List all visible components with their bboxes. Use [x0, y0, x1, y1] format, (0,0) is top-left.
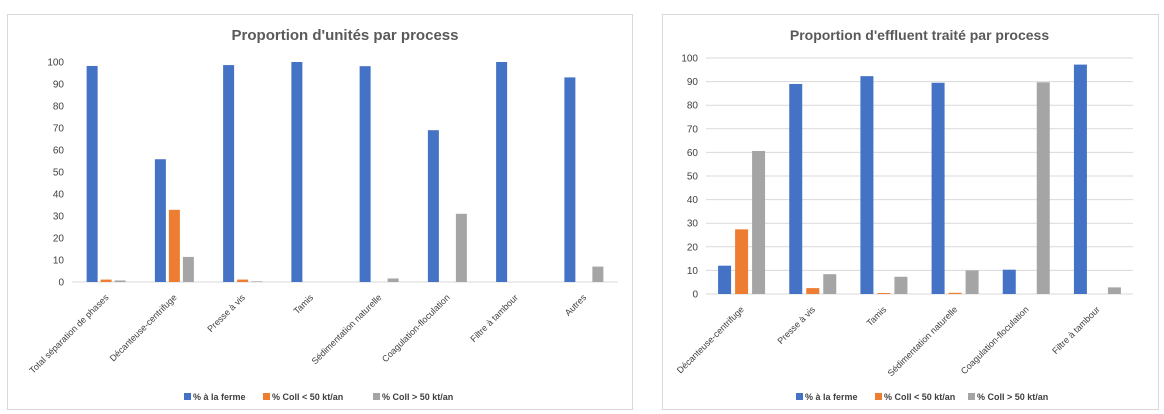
chart2-bar-s3-0	[752, 150, 766, 294]
chart1-legend-swatch-3	[373, 393, 380, 400]
chart1-bar-s2-0	[100, 279, 112, 282]
chart1-bar-s3-1	[182, 256, 194, 282]
chart2-bar-s2-2	[877, 293, 891, 294]
chart2-legend-swatch-3	[968, 393, 975, 400]
chart1-legend-label-1: % à la ferme	[193, 392, 246, 402]
chart2-ytick-1: 10	[687, 266, 699, 277]
chart2-xtick-1: Presse à vis	[775, 304, 817, 346]
chart1-legend-label-2: % Coll < 50 kt/an	[272, 392, 343, 402]
chart1-title: Proportion d'unités par process	[232, 27, 459, 44]
chart1-bar-s1-0	[86, 65, 98, 283]
chart1-bar-s3-7	[592, 266, 604, 282]
chart1-bar-s1-1	[154, 159, 166, 282]
chart2-ytick-5: 50	[687, 172, 699, 183]
chart2-xtick-2: Tamis	[865, 304, 889, 328]
chart2-bar-s3-1	[823, 274, 837, 294]
chart1-bar-s3-5	[455, 213, 467, 282]
chart2-legend-label-3: % Coll > 50 kt/an	[977, 392, 1048, 402]
chart1-xtick-6: Filtre à tambour	[468, 292, 520, 344]
chart1-bar-s1-4	[359, 66, 371, 283]
chart2-bar-s1-5	[1073, 64, 1087, 294]
chart1-ytick-2: 20	[53, 234, 65, 245]
chart1-ytick-7: 70	[53, 124, 65, 135]
chart1-ytick-6: 60	[53, 146, 65, 157]
chart1-bar-s1-2	[223, 65, 235, 282]
chart1-ytick-9: 90	[53, 80, 65, 91]
chart2-ytick-3: 30	[687, 219, 699, 230]
chart1-bar-s1-7	[564, 77, 576, 283]
chart-effluent-by-process: Proportion d'effluent traité par process…	[662, 14, 1159, 410]
chart2-legend-label-1: % à la ferme	[805, 392, 858, 402]
chart-units-svg: Proportion d'unités par process 0 10 20 30 40…	[27, 27, 618, 402]
chart1-ytick-4: 40	[53, 190, 65, 201]
chart2-bar-s1-2	[860, 76, 874, 294]
chart2-bar-s1-3	[931, 82, 945, 294]
chart1-bar-s2-2	[237, 279, 249, 282]
chart1-xtick-0: Total séparation de phases	[27, 292, 110, 375]
chart1-ytick-10: 100	[47, 58, 64, 69]
chart2-ytick-10: 100	[681, 54, 698, 65]
chart1-xtick-7: Autres	[563, 292, 589, 318]
chart2-ytick-4: 40	[687, 195, 699, 206]
chart2-title: Proportion d'effluent traité par process	[790, 27, 1049, 43]
chart1-ytick-3: 30	[53, 212, 65, 223]
chart1-xtick-4: Sédimentation naturelle	[310, 292, 384, 366]
chart2-ytick-9: 90	[687, 77, 699, 88]
chart2-xtick-4: Coagulation-floculation	[959, 304, 1031, 376]
chart2-bar-s3-2	[894, 276, 908, 294]
chart2-bar-s1-0	[718, 265, 732, 294]
chart1-ytick-1: 10	[53, 256, 65, 267]
chart2-bar-s2-1	[806, 288, 820, 294]
chart2-ytick-7: 70	[687, 124, 699, 135]
chart1-legend-swatch-2	[263, 393, 270, 400]
chart1-xtick-1: Décanteuse-centrifuge	[108, 292, 179, 363]
chart1-bar-s1-3	[291, 62, 303, 282]
chart-effluent-svg: Proportion d'effluent traité par process…	[675, 27, 1133, 402]
chart1-ytick-0: 0	[58, 278, 64, 289]
chart1-ytick-8: 80	[53, 102, 65, 113]
chart2-bar-s1-4	[1002, 269, 1016, 294]
chart1-bar-s1-5	[427, 130, 439, 282]
chart1-bar-s1-6	[496, 62, 508, 282]
chart2-bar-s3-3	[965, 270, 979, 294]
chart1-bar-s3-0	[114, 280, 126, 282]
chart2-bar-s3-5	[1107, 287, 1121, 294]
chart2-xtick-5: Filtre à tambour	[1050, 304, 1102, 356]
chart2-bar-s2-3	[948, 292, 962, 294]
chart2-legend-swatch-1	[796, 393, 803, 400]
chart1-legend-label-3: % Coll > 50 kt/an	[382, 392, 453, 402]
chart1-bar-s2-1	[168, 209, 180, 282]
chart2-ytick-2: 20	[687, 242, 699, 253]
chart2-xtick-0: Décanteuse-centrifuge	[675, 304, 746, 375]
chart1-xtick-3: Tamis	[292, 292, 316, 316]
chart2-ytick-6: 60	[687, 148, 699, 159]
chart2-xtick-3: Sédimentation naturelle	[886, 304, 960, 378]
chart2-ytick-8: 80	[687, 101, 699, 112]
chart1-xtick-2: Presse à vis	[205, 292, 247, 334]
chart2-ytick-0: 0	[692, 290, 698, 301]
chart2-bar-s1-1	[789, 83, 803, 295]
chart2-bar-s2-0	[735, 229, 749, 294]
chart1-legend-swatch-1	[184, 393, 191, 400]
chart2-legend-label-2: % Coll < 50 kt/an	[884, 392, 955, 402]
chart1-xtick-5: Coagulation-floculation	[380, 292, 452, 364]
chart1-ytick-5: 50	[53, 168, 65, 179]
chart2-legend-swatch-2	[875, 393, 882, 400]
chart1-bar-s3-2	[251, 281, 263, 282]
chart2-bar-s3-4	[1036, 82, 1050, 294]
chart1-bar-s3-4	[387, 278, 399, 282]
chart-units-by-process: Proportion d'unités par process 0 10 20 30 40…	[7, 14, 633, 410]
